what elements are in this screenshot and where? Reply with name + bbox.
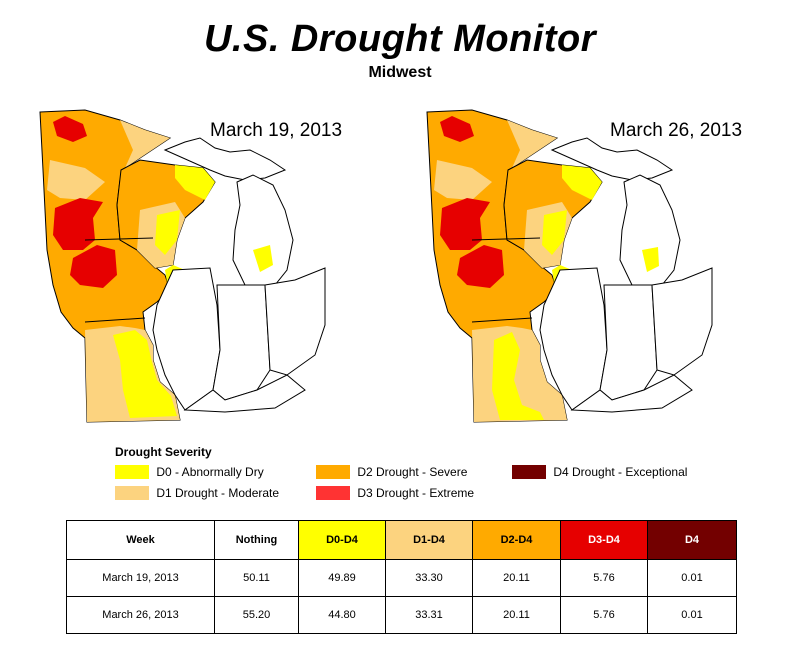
table-row: March 19, 2013 50.11 49.89 33.30 20.11 5… [66, 559, 737, 597]
legend-item-d3: D3 Drought - Extreme [316, 485, 474, 501]
kentucky-outline [183, 374, 306, 413]
legend-label-d0: D0 - Abnormally Dry [156, 464, 264, 479]
d3-west-iowa [70, 245, 117, 288]
legend-label-d3: D3 Drought - Extreme [357, 485, 475, 500]
table-header-row: Week Nothing D0-D4 D1-D4 D2-D4 D3-D4 D4 [66, 520, 737, 560]
cell-nothing: 55.20 [214, 596, 299, 634]
cell-week: March 19, 2013 [66, 559, 215, 597]
legend-swatch-d1 [115, 485, 149, 500]
legend-label-d1: D1 Drought - Moderate [156, 485, 280, 500]
illinois-outline [539, 267, 608, 411]
header-d4: D4 [647, 520, 737, 560]
upper-peninsula-outline [550, 137, 674, 181]
header-d0-d4: D0-D4 [298, 520, 386, 560]
cell-d0-d4: 49.89 [298, 559, 386, 597]
ohio-outline [651, 267, 713, 376]
cell-nothing: 50.11 [214, 559, 299, 597]
legend-swatch-d4 [512, 464, 546, 479]
cell-d2-d4: 20.11 [472, 559, 561, 597]
cell-d1-d4: 33.30 [385, 559, 473, 597]
drought-map-march-19: March 19, 2013 [25, 90, 415, 430]
upper-peninsula-outline [163, 137, 287, 181]
header-week: Week [66, 520, 215, 560]
map-date-label: March 19, 2013 [210, 120, 343, 141]
illinois-outline [152, 267, 221, 411]
d3-southwest-mn [440, 198, 490, 250]
map-date-label: March 26, 2013 [610, 120, 743, 141]
d3-southwest-mn [53, 198, 103, 250]
cell-d3-d4: 5.76 [560, 596, 648, 634]
d3-west-iowa [457, 245, 504, 288]
cell-d4: 0.01 [647, 559, 737, 597]
kentucky-outline [570, 374, 693, 413]
d3-northwest-mn [440, 116, 474, 142]
lower-michigan-outline [619, 174, 681, 286]
legend-label-d4: D4 Drought - Exceptional [553, 464, 688, 479]
cell-d0-d4: 44.80 [298, 596, 386, 634]
table-row: March 26, 2013 55.20 44.80 33.31 20.11 5… [66, 596, 737, 634]
midwest-map-svg [39, 109, 326, 423]
cell-d1-d4: 33.31 [385, 596, 473, 634]
header-d3-d4: D3-D4 [560, 520, 648, 560]
indiana-outline [599, 284, 658, 401]
header-nothing: Nothing [214, 520, 299, 560]
legend-swatch-d2 [316, 464, 350, 479]
cell-d3-d4: 5.76 [560, 559, 648, 597]
midwest-map-svg [426, 109, 713, 423]
legend-swatch-d0 [115, 464, 149, 479]
legend-item-d0: D0 - Abnormally Dry [115, 464, 264, 480]
ohio-outline [264, 267, 326, 376]
indiana-outline [212, 284, 271, 401]
header-d2-d4: D2-D4 [472, 520, 561, 560]
drought-statistics-table: Week Nothing D0-D4 D1-D4 D2-D4 D3-D4 D4 … [66, 520, 737, 634]
d3-northwest-mn [53, 116, 87, 142]
cell-d4: 0.01 [647, 596, 737, 634]
drought-map-march-26: March 26, 2013 [412, 90, 800, 430]
legend-item-d1: D1 Drought - Moderate [115, 485, 279, 501]
cell-week: March 26, 2013 [66, 596, 215, 634]
legend-title: Drought Severity [115, 445, 212, 459]
header-d1-d4: D1-D4 [385, 520, 473, 560]
region-subtitle: Midwest [368, 64, 432, 81]
legend-swatch-d3 [316, 485, 350, 500]
lower-michigan-outline [232, 174, 294, 286]
cell-d2-d4: 20.11 [472, 596, 561, 634]
page-title: U.S. Drought Monitor [203, 18, 597, 60]
legend-item-d4: D4 Drought - Exceptional [512, 464, 687, 480]
legend-label-d2: D2 Drought - Severe [357, 464, 468, 479]
legend-item-d2: D2 Drought - Severe [316, 464, 467, 480]
